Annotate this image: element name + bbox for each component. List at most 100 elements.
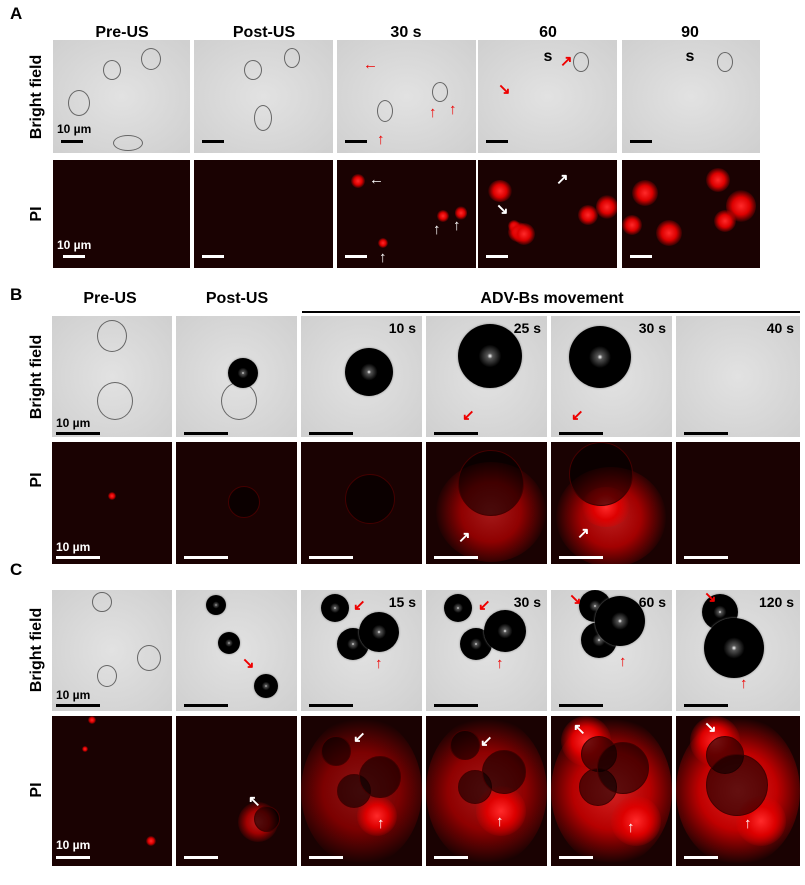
image-c-pi-120s: ↘ ↑ bbox=[676, 716, 800, 866]
scale-bar bbox=[202, 255, 224, 258]
scale-label: 10 µm bbox=[57, 238, 92, 252]
image-a-pi-post bbox=[194, 160, 333, 268]
scale-label: 10 µm bbox=[56, 416, 91, 430]
row-label-bright-field: Bright field bbox=[28, 54, 45, 140]
scale-bar bbox=[434, 704, 478, 707]
scale-bar bbox=[184, 556, 228, 559]
row-label-bright-field: Bright field bbox=[28, 334, 45, 420]
scale-label: 10 µm bbox=[56, 838, 91, 852]
scale-bar bbox=[184, 856, 218, 859]
arrow-icon: ↑ bbox=[619, 653, 627, 670]
image-b-bf-10s: 10 s bbox=[301, 316, 422, 437]
image-c-pi-post: ↖ bbox=[176, 716, 297, 866]
time-label: 60 s bbox=[638, 594, 666, 610]
arrow-icon: ↑ bbox=[740, 675, 748, 692]
arrow-icon: ↙ bbox=[353, 597, 366, 614]
arrow-icon: ↗ bbox=[560, 53, 573, 70]
image-c-pi-pre: 10 µm bbox=[52, 716, 172, 866]
header-adv-bs-movement: ADV-Bs movement bbox=[480, 290, 624, 307]
scale-bar bbox=[61, 140, 83, 143]
scale-label: 10 µm bbox=[56, 540, 91, 554]
image-b-bf-25s: 25 s ↙ bbox=[426, 316, 547, 437]
scale-bar bbox=[309, 432, 353, 435]
image-a-bf-post bbox=[194, 40, 333, 153]
scale-bar bbox=[309, 556, 353, 559]
scale-bar bbox=[559, 432, 603, 435]
scale-bar bbox=[56, 856, 90, 859]
scale-bar bbox=[345, 140, 367, 143]
panel-label-b: B bbox=[10, 285, 23, 304]
arrow-icon: ← bbox=[363, 56, 378, 73]
image-a-bf-pre: 10 µm bbox=[53, 40, 190, 153]
image-b-bf-30s: 30 s ↙ bbox=[551, 316, 672, 437]
image-c-bf-30s: 30 s ↙ ↑ bbox=[426, 590, 547, 711]
scale-bar bbox=[184, 432, 228, 435]
header-pre-us: Pre-US bbox=[83, 290, 137, 307]
arrow-icon: ← bbox=[369, 171, 384, 188]
time-label: 10 s bbox=[388, 320, 416, 336]
scale-bar bbox=[559, 704, 603, 707]
image-c-pi-15s: ↙ ↑ bbox=[301, 716, 422, 866]
header-30s: 30 s bbox=[390, 24, 422, 41]
scale-bar bbox=[486, 255, 508, 258]
scale-label: 10 µm bbox=[57, 122, 92, 136]
arrow-icon: ↑ bbox=[744, 815, 752, 832]
arrow-icon: ↑ bbox=[429, 104, 437, 121]
row-label-pi: PI bbox=[28, 206, 45, 222]
panel-label-c: C bbox=[10, 560, 23, 579]
image-c-bf-pre: 10 µm bbox=[52, 590, 172, 711]
arrow-icon: ↘ bbox=[704, 590, 717, 606]
arrow-icon: ↙ bbox=[353, 729, 366, 746]
time-label: 120 s bbox=[758, 594, 794, 610]
scale-bar bbox=[345, 255, 367, 258]
scale-bar bbox=[684, 432, 728, 435]
arrow-icon: ↘ bbox=[704, 719, 717, 736]
image-c-pi-30s: ↙ ↑ bbox=[426, 716, 547, 866]
group-line bbox=[302, 311, 800, 313]
scale-bar bbox=[434, 556, 478, 559]
scale-bar bbox=[56, 432, 100, 435]
header-pre-us: Pre-US bbox=[95, 24, 149, 41]
image-a-bf-60s: s ↗ ↘ bbox=[478, 40, 617, 153]
arrow-icon: ↑ bbox=[496, 655, 504, 672]
scale-bar bbox=[63, 255, 85, 258]
time-label: 15 s bbox=[388, 594, 416, 610]
arrow-icon: ↑ bbox=[449, 101, 457, 118]
panel-label-a: A bbox=[10, 4, 23, 23]
arrow-icon: ↑ bbox=[377, 131, 385, 148]
header-90: 90 bbox=[681, 24, 699, 41]
image-a-pi-60s: ↗ ↘ bbox=[478, 160, 617, 268]
arrow-icon: ↙ bbox=[480, 733, 493, 750]
scale-bar bbox=[630, 140, 652, 143]
image-b-pi-post bbox=[176, 442, 297, 564]
image-b-pi-25s: ↗ bbox=[426, 442, 547, 564]
scale-bar bbox=[56, 704, 100, 707]
image-b-bf-40s: 40 s bbox=[676, 316, 800, 437]
image-a-bf-90s: s bbox=[622, 40, 760, 153]
image-c-bf-120s: 120 s ↘ ↑ bbox=[676, 590, 800, 711]
header-60-s: s bbox=[543, 48, 553, 65]
arrow-icon: ↑ bbox=[379, 249, 387, 266]
image-c-bf-post: ↘ bbox=[176, 590, 297, 711]
scale-bar bbox=[486, 140, 508, 143]
row-label-bright-field: Bright field bbox=[28, 607, 45, 693]
row-label-pi: PI bbox=[28, 472, 45, 488]
header-90-s: s bbox=[685, 48, 695, 65]
scale-bar bbox=[202, 140, 224, 143]
time-label: 25 s bbox=[513, 320, 541, 336]
image-a-pi-30s: ← ↑ ↑ ↑ bbox=[337, 160, 476, 268]
scale-bar bbox=[559, 556, 603, 559]
arrow-icon: ↑ bbox=[433, 221, 441, 238]
arrow-icon: ↙ bbox=[462, 407, 475, 424]
image-b-pi-10s bbox=[301, 442, 422, 564]
scale-bar bbox=[684, 856, 718, 859]
arrow-icon: ↑ bbox=[496, 813, 504, 830]
image-c-bf-60s: 60 s ↘ ↑ bbox=[551, 590, 672, 711]
image-a-bf-30s: ← ↑ ↑ ↑ bbox=[337, 40, 476, 153]
time-label: 30 s bbox=[513, 594, 541, 610]
scale-bar bbox=[684, 556, 728, 559]
arrow-icon: ↑ bbox=[627, 819, 635, 836]
image-b-bf-pre: 10 µm bbox=[52, 316, 172, 437]
arrow-icon: ↖ bbox=[573, 721, 586, 738]
arrow-icon: ↑ bbox=[377, 815, 385, 832]
